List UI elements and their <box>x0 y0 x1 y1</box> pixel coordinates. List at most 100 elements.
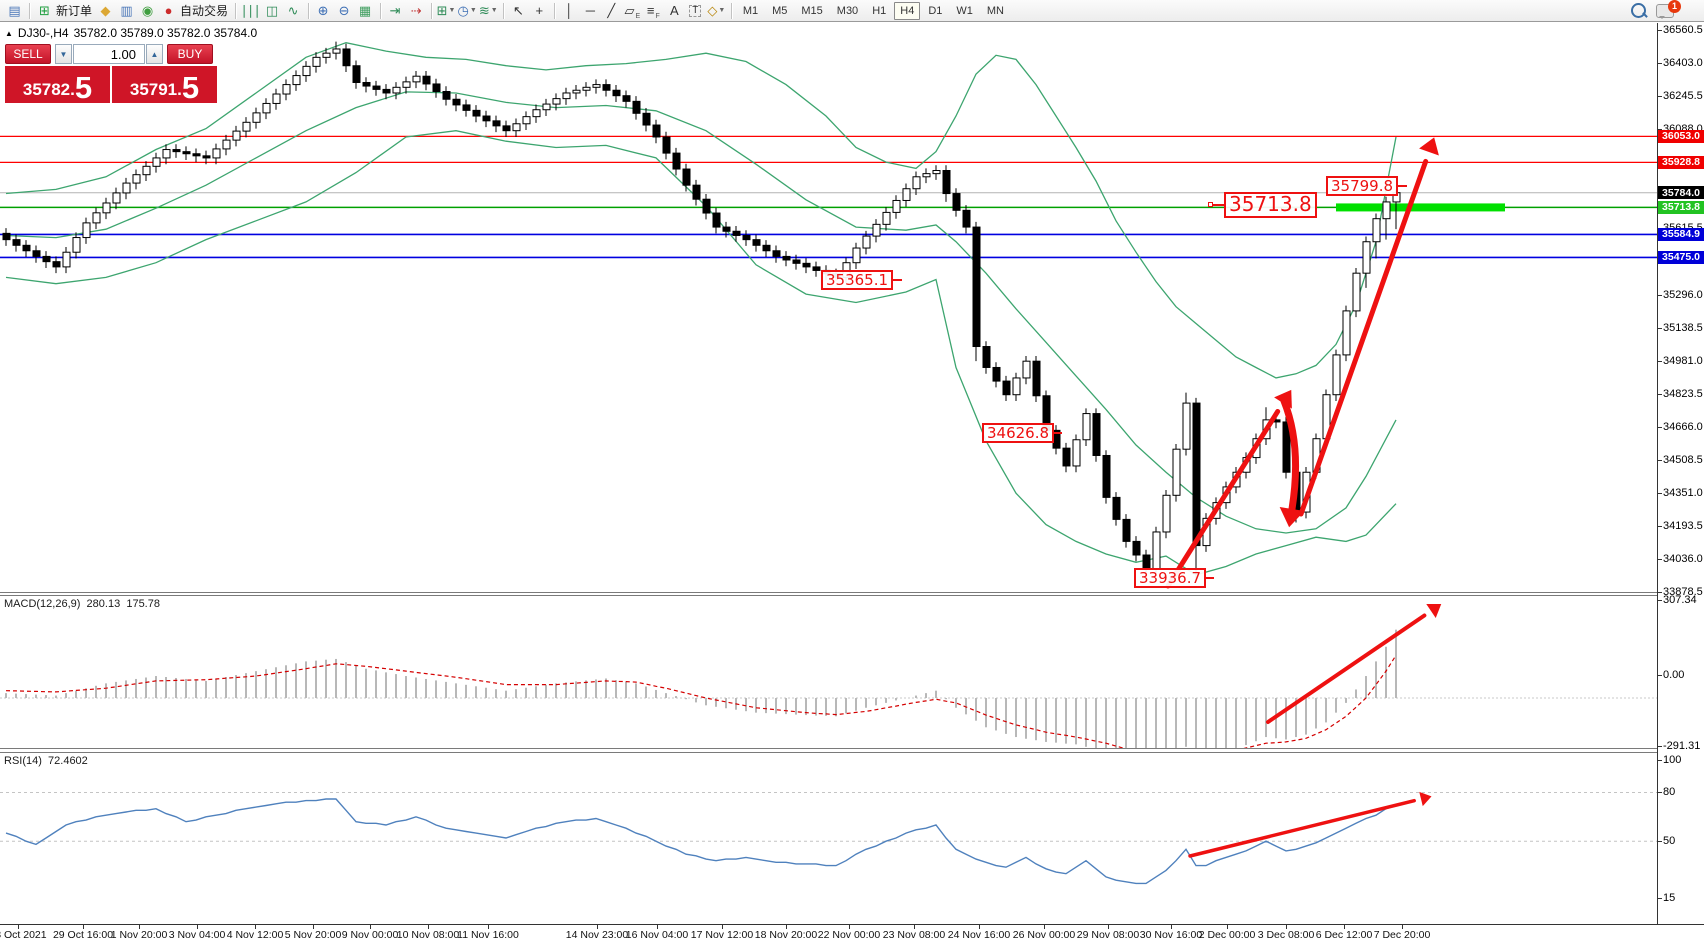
annotation-price-label[interactable]: 33936.7 <box>1134 568 1207 589</box>
axis-tick <box>1658 63 1662 64</box>
time-label: 2 Dec 00:00 <box>1198 929 1256 941</box>
axis-tick-label: 35138.5 <box>1663 321 1703 334</box>
trendline-icon[interactable]: ╱ <box>607 3 616 18</box>
autotrading-icon[interactable]: ● <box>164 3 173 18</box>
axis-tick <box>1658 360 1662 362</box>
search-icon[interactable] <box>1631 3 1646 18</box>
text-icon[interactable]: A <box>669 3 679 18</box>
symbol-name: DJ30-,H4 <box>17 26 69 40</box>
annotation-price-label[interactable]: 34626.8 <box>982 423 1055 444</box>
timeframe-m1[interactable]: M1 <box>742 4 759 17</box>
toolbar-separator <box>502 2 504 19</box>
chart-window-icon[interactable]: ▤ <box>8 3 21 18</box>
buy-price-display[interactable]: 35791. 5 <box>112 66 217 103</box>
crosshair-icon[interactable]: + <box>535 3 544 18</box>
autotrading-label[interactable]: 自动交易 <box>180 4 229 18</box>
time-label: 5 Nov 20:00 <box>284 929 342 941</box>
time-label: 28 Oct 2021 <box>0 929 47 941</box>
annotation-price-label[interactable]: 35799.8 <box>1326 176 1399 197</box>
time-tick <box>83 925 84 929</box>
tile-windows-icon[interactable]: ▦ <box>358 3 372 18</box>
axis-tick <box>1658 459 1662 461</box>
sell-button[interactable]: SELL <box>5 44 51 64</box>
symbol-collapse-icon[interactable]: ▲ <box>5 28 13 38</box>
timeframe-h4[interactable]: H4 <box>894 1 921 20</box>
templates-icon[interactable]: ≋ ▼ <box>478 3 498 18</box>
timeframe-m5[interactable]: M5 <box>772 4 788 17</box>
signals-icon[interactable]: ◉ <box>141 3 154 18</box>
chart-shift-icon[interactable]: ⇢ <box>410 3 422 18</box>
new-chart-icon[interactable]: ⊞ ▼ <box>436 3 456 18</box>
axis-tick <box>1658 592 1662 593</box>
buy-button[interactable]: BUY <box>167 44 213 64</box>
toolbar-items: ▤ ⊞ 新订单 ◆ ▥ ◉ ● 自动交易 ∣∣∣ ◫ ∿ ⊕ ⊖ ▦ ⇥ ⇢ ⊞ ▼ ◷ ▼ ≋ ▼ ↖ + │ ─ ╱ ▱ E ≡ F A T… <box>4 0 1011 22</box>
zoom-out-icon[interactable]: ⊖ <box>338 3 350 18</box>
volume-decrease-button[interactable]: ▼ <box>55 44 72 64</box>
time-tick <box>370 925 371 929</box>
panel-separator[interactable] <box>0 748 1704 753</box>
axis-tick-label: 34351.0 <box>1663 486 1703 499</box>
timeframe-w1[interactable]: W1 <box>956 4 973 17</box>
time-tick <box>722 925 723 929</box>
horizontal-line-icon[interactable]: ─ <box>585 3 595 18</box>
buy-price-dot: . <box>177 80 182 99</box>
axis-tick <box>1658 327 1662 329</box>
annotation-price-label[interactable]: 35365.1 <box>821 270 894 291</box>
timeframe-h1[interactable]: H1 <box>872 4 887 17</box>
axis-tick <box>1658 129 1662 130</box>
fibonacci-icon[interactable]: ≡ F <box>646 3 660 20</box>
arrows-icon[interactable]: ◇ ▼ <box>707 3 726 18</box>
axis-tick <box>1658 96 1662 97</box>
timeframe-m30[interactable]: M30 <box>836 4 859 17</box>
chat-icon[interactable]: 1 <box>1656 0 1681 19</box>
axis-tick-label: 100 <box>1663 754 1682 766</box>
vertical-line-icon[interactable]: │ <box>565 3 574 18</box>
auto-scroll-icon[interactable]: ⇥ <box>389 3 401 18</box>
chart-window[interactable]: 36560.536403.036245.536088.035930.535773… <box>0 23 1704 947</box>
timeframe-mn[interactable]: MN <box>986 4 1004 17</box>
bar-chart-icon[interactable]: ∣∣∣ <box>241 3 261 18</box>
time-label: 29 Nov 08:00 <box>1076 929 1140 941</box>
rsi-panel-canvas[interactable] <box>0 753 1657 924</box>
cursor-icon[interactable]: ↖ <box>512 3 524 18</box>
time-tick <box>597 925 598 929</box>
main-chart-canvas[interactable] <box>0 23 1657 592</box>
time-label: 23 Nov 08:00 <box>882 929 946 941</box>
timeframe-m15[interactable]: M15 <box>801 4 823 17</box>
annotation-handle[interactable] <box>1208 202 1213 207</box>
time-label: 26 Nov 00:00 <box>1012 929 1076 941</box>
terminal-icon[interactable]: ▥ <box>120 3 133 18</box>
candlestick-chart-icon[interactable]: ◫ <box>265 3 279 18</box>
equidistant-channel-icon[interactable]: ▱ E <box>624 3 641 20</box>
price-axis: 36560.536403.036245.536088.035930.535773… <box>1657 23 1704 924</box>
axis-tick-label: 34508.5 <box>1663 453 1703 466</box>
macd-title: MACD(12,26,9) 280.13 175.78 <box>4 598 160 610</box>
time-axis: 28 Oct 2021 29 Oct 16:001 Nov 20:003 Nov … <box>0 924 1704 947</box>
volume-input[interactable]: 1.00 <box>73 44 145 64</box>
annotation-price-label[interactable]: 35713.8 <box>1224 192 1317 218</box>
axis-tick <box>1658 760 1662 761</box>
new-order-icon[interactable]: ⊞ <box>39 3 50 18</box>
periods-icon[interactable]: ◷ ▼ <box>457 3 477 18</box>
marketwatch-icon[interactable]: ◆ <box>100 3 111 18</box>
toolbar-separator <box>235 2 237 19</box>
macd-panel-canvas[interactable] <box>0 596 1657 748</box>
line-chart-icon[interactable]: ∿ <box>287 3 299 18</box>
axis-tick-label: 34193.5 <box>1663 519 1703 532</box>
new-order-label[interactable]: 新订单 <box>56 4 93 18</box>
volume-increase-button[interactable]: ▲ <box>146 44 163 64</box>
sell-button-label: SELL <box>13 47 43 61</box>
sell-price-display[interactable]: 35782. 5 <box>5 66 110 103</box>
axis-tick-label: 36403.0 <box>1663 57 1703 69</box>
time-tick <box>488 925 489 929</box>
axis-tick <box>1658 492 1662 494</box>
rsi-label: RSI(14) <box>4 755 42 767</box>
panel-separator[interactable] <box>0 592 1704 596</box>
text-label-icon[interactable]: T <box>686 2 705 20</box>
annotation-connector <box>1398 185 1407 187</box>
timeframe-d1[interactable]: D1 <box>928 4 943 17</box>
time-label: 3 Dec 08:00 <box>1257 929 1315 941</box>
annotation-connector <box>1206 577 1214 579</box>
zoom-in-icon[interactable]: ⊕ <box>317 3 329 18</box>
